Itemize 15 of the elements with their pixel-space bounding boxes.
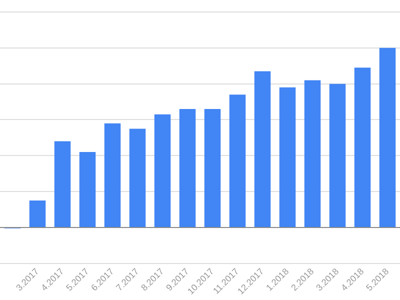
bar [379, 48, 396, 227]
bar [179, 108, 196, 227]
bar [54, 141, 71, 227]
bar [104, 123, 121, 227]
bar [229, 94, 246, 227]
bar [279, 87, 296, 227]
bar [354, 68, 371, 227]
bar [329, 84, 346, 227]
bar [154, 114, 171, 227]
bar [304, 80, 321, 227]
bar [129, 128, 146, 227]
bar [29, 200, 46, 227]
bar [79, 152, 96, 227]
bar [254, 71, 271, 227]
bar [204, 108, 221, 227]
